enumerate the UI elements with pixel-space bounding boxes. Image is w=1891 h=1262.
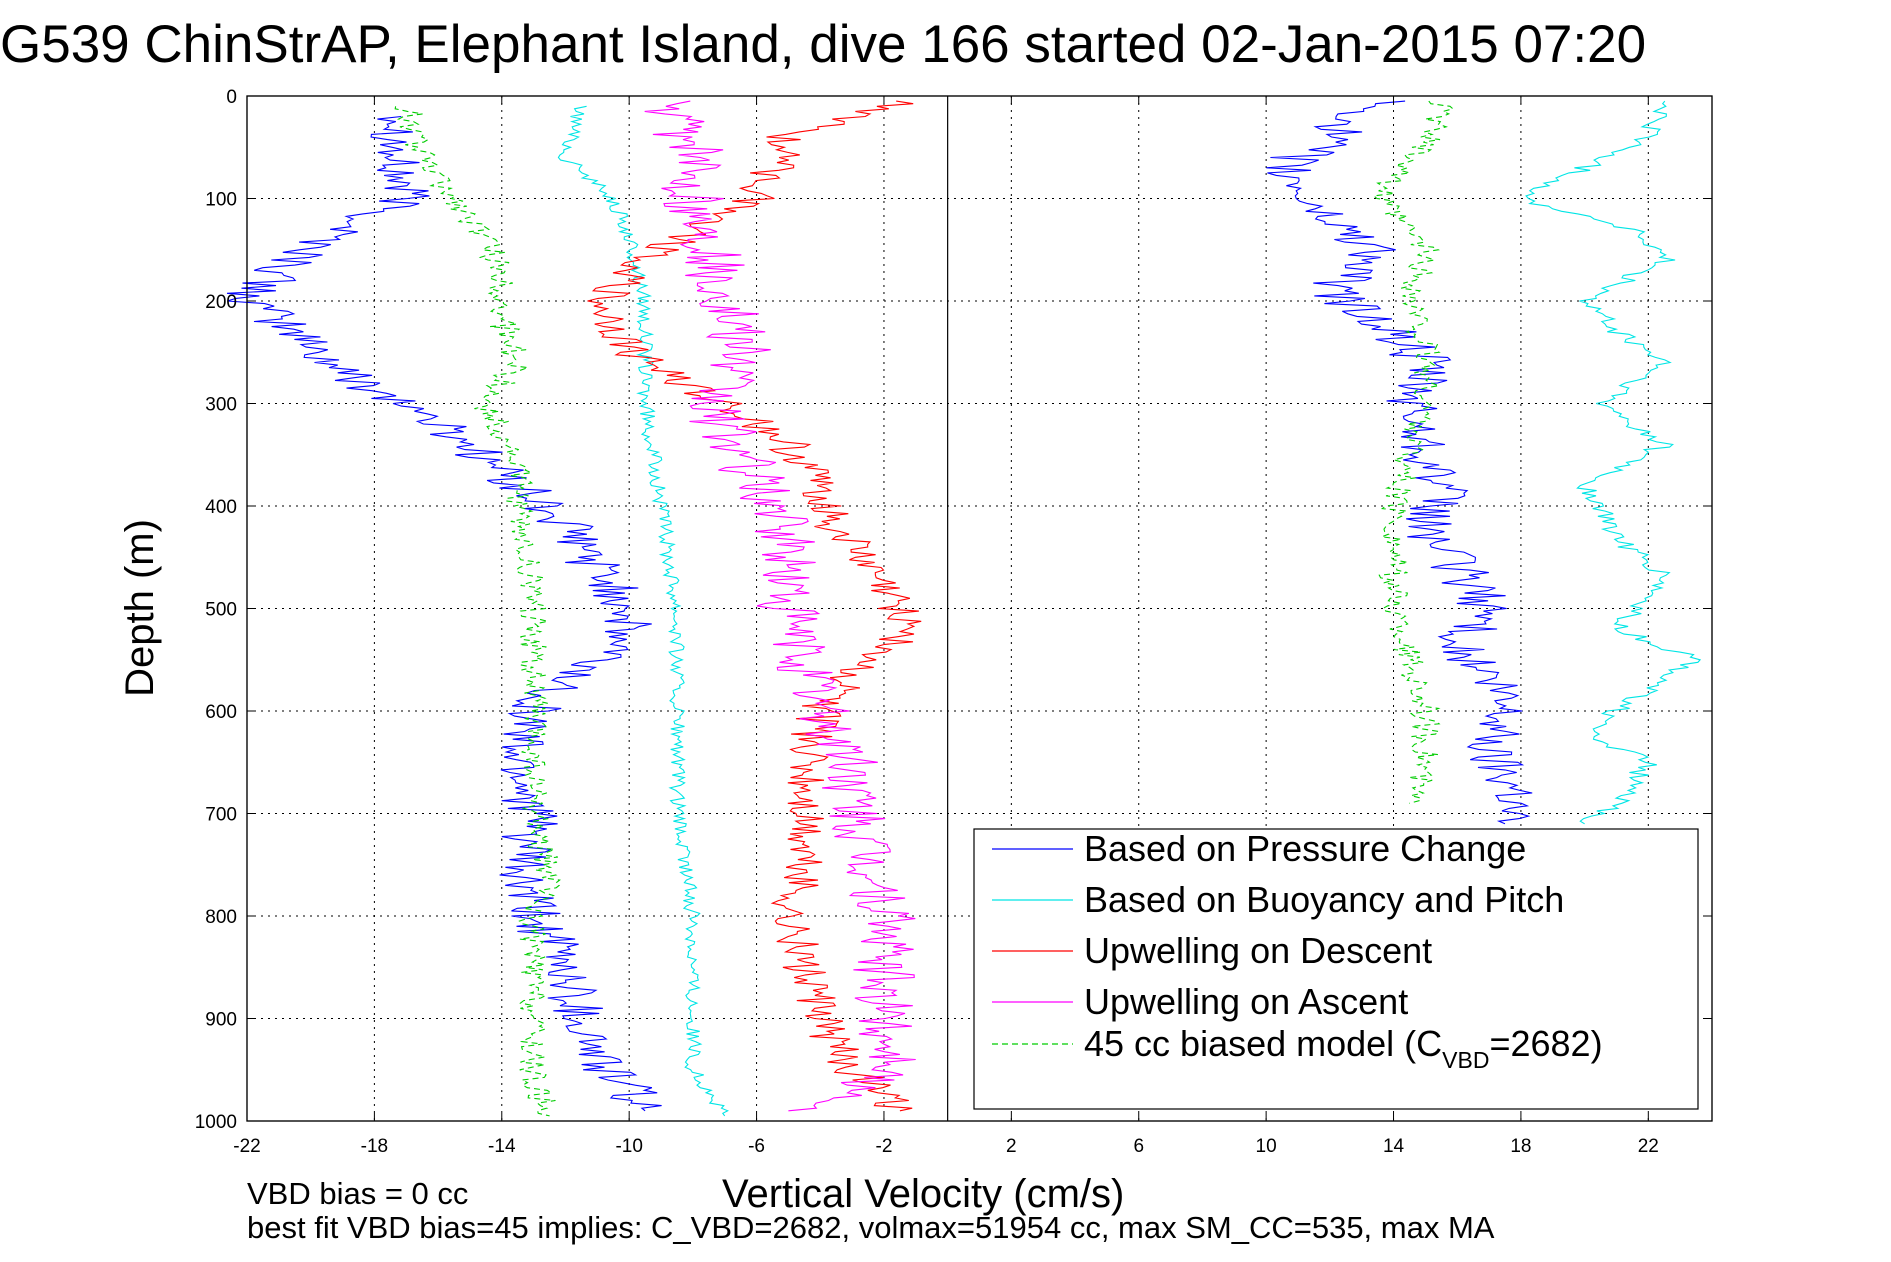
series-line-8 (1372, 100, 1455, 804)
series-line-3 (557, 105, 730, 1117)
y-tick-label: 200 (205, 292, 237, 313)
axes-frame (246, 95, 1713, 1122)
series-line-6 (644, 100, 916, 1112)
x-tick-label: -10 (615, 1136, 642, 1157)
y-tick-label: 300 (205, 395, 237, 416)
legend-label-text: Upwelling on Descent (1084, 930, 1432, 971)
y-tick-label: 500 (205, 600, 237, 621)
best-fit-note: best fit VBD bias=45 implies: C_VBD=2682… (247, 1210, 1495, 1245)
x-tick-label: 6 (1133, 1136, 1144, 1157)
y-tick-label: 800 (205, 907, 237, 928)
y-ticks: 0 100 200 300 400 500 600 700 800 900 1000 (195, 87, 1712, 1133)
legend-label: Based on Pressure Change (1084, 828, 1526, 869)
y-tick-label: 0 (226, 87, 237, 108)
x-tick-label: -18 (361, 1136, 388, 1157)
x-tick-label: -14 (488, 1136, 516, 1157)
legend-label: Upwelling on Ascent (1084, 981, 1408, 1022)
legend-box (973, 828, 1699, 1110)
series-line-2 (1266, 100, 1533, 825)
y-tick-label: 1000 (195, 1112, 237, 1133)
legend-label: Based on Buoyancy and Pitch (1084, 879, 1564, 920)
x-tick-label: -2 (876, 1136, 893, 1157)
legend-label-tail: =2682) (1489, 1023, 1602, 1064)
series-line-5 (587, 100, 922, 1112)
x-tick-label: 18 (1510, 1136, 1531, 1157)
y-tick-label: 100 (205, 190, 237, 211)
legend: Based on Pressure Change Based on Buoyanc… (973, 828, 1699, 1110)
series-line-4 (1525, 100, 1702, 825)
y-axis-label: Depth (m) (118, 519, 162, 697)
y-tick-label: 600 (205, 702, 237, 723)
x-tick-label: 2 (1006, 1136, 1017, 1157)
x-tick-label: -6 (748, 1136, 765, 1157)
x-axis-label: Vertical Velocity (cm/s) (722, 1172, 1124, 1216)
x-tick-label: 14 (1383, 1136, 1405, 1157)
series-layer (226, 100, 1702, 1117)
chart-title: G539 ChinStrAP, Elephant Island, dive 16… (0, 15, 1646, 74)
legend-label-subscript: VBD (1442, 1047, 1489, 1073)
y-tick-label: 900 (205, 1010, 237, 1031)
series-line-7 (394, 106, 561, 1117)
legend-label: 45 cc biased model (CVBD=2682) (1084, 1023, 1603, 1073)
series-line-1 (226, 115, 662, 1112)
legend-label: Upwelling on Descent (1084, 930, 1432, 971)
vbd-bias-note: VBD bias = 0 cc (247, 1176, 468, 1211)
y-tick-label: 400 (205, 497, 237, 518)
x-tick-label: 10 (1256, 1136, 1277, 1157)
legend-label-text: Based on Pressure Change (1084, 828, 1526, 869)
x-tick-label: -22 (233, 1136, 260, 1157)
x-tick-label: 22 (1638, 1136, 1659, 1157)
legend-label-text: Upwelling on Ascent (1084, 981, 1408, 1022)
legend-label-text: Based on Buoyancy and Pitch (1084, 879, 1564, 920)
y-tick-label: 700 (205, 805, 237, 826)
legend-label-text: 45 cc biased model (C (1084, 1023, 1442, 1064)
